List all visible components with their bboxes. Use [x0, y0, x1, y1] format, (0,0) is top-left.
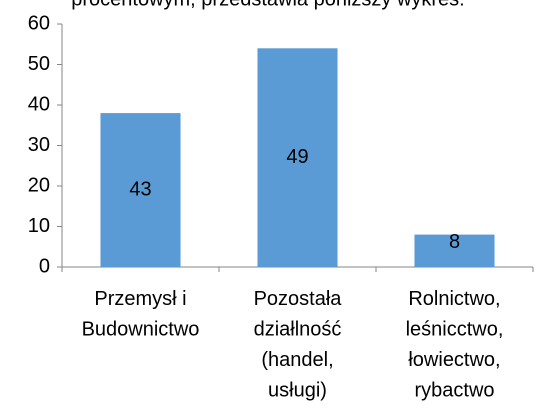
caption: procentowym, przedstawia poniższy wykres… [71, 0, 464, 10]
y-tick-label: 40 [28, 93, 50, 115]
bar [257, 48, 338, 267]
x-tick-label: Przemysł i Budownictwo [82, 288, 200, 341]
bar [414, 234, 495, 267]
bar [100, 113, 181, 267]
x-tick-label: Pozostała działlność (handel, usługi) [254, 288, 343, 402]
bar-annotation: 49 [286, 146, 308, 168]
y-tick-label: 50 [28, 53, 50, 75]
y-tick-label: 10 [28, 215, 50, 237]
bar-annotation: 43 [129, 178, 151, 200]
x-tick-label: Rolnictwo, leśnicctwo, łowiectwo, rybactwo [406, 288, 504, 402]
y-tick-label: 20 [28, 174, 50, 196]
y-tick-label: 60 [28, 12, 50, 34]
y-tick-label: 0 [39, 255, 50, 277]
bar-annotation: 8 [449, 231, 460, 253]
y-tick-label: 30 [28, 134, 50, 156]
